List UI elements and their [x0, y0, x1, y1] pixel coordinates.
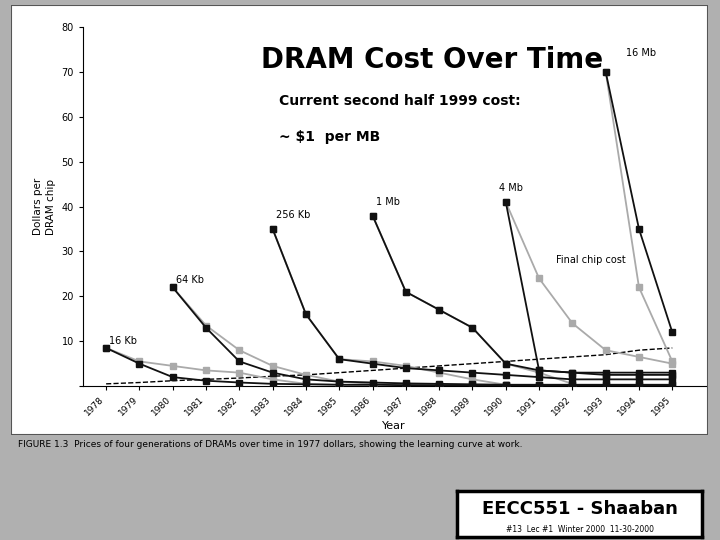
Text: 1 Mb: 1 Mb — [376, 197, 400, 206]
X-axis label: Year: Year — [382, 421, 406, 430]
Text: #13  Lec #1  Winter 2000  11-30-2000: #13 Lec #1 Winter 2000 11-30-2000 — [505, 524, 654, 534]
Text: EECC551 - Shaaban: EECC551 - Shaaban — [482, 500, 678, 518]
Text: FIGURE 1.3  Prices of four generations of DRAMs over time in 1977 dollars, showi: FIGURE 1.3 Prices of four generations of… — [18, 440, 523, 449]
Text: DRAM Cost Over Time: DRAM Cost Over Time — [261, 46, 603, 74]
Text: 64 Kb: 64 Kb — [176, 275, 204, 285]
Text: 16 Kb: 16 Kb — [109, 336, 138, 346]
Text: 16 Mb: 16 Mb — [626, 49, 656, 58]
Text: 256 Kb: 256 Kb — [276, 210, 310, 220]
Text: 4 Mb: 4 Mb — [499, 183, 523, 193]
Text: ~ $1  per MB: ~ $1 per MB — [279, 130, 381, 144]
Text: Current second half 1999 cost:: Current second half 1999 cost: — [279, 94, 521, 109]
FancyBboxPatch shape — [11, 5, 708, 435]
Text: Final chip cost: Final chip cost — [556, 255, 626, 265]
Y-axis label: Dollars per
DRAM chip: Dollars per DRAM chip — [33, 178, 56, 235]
